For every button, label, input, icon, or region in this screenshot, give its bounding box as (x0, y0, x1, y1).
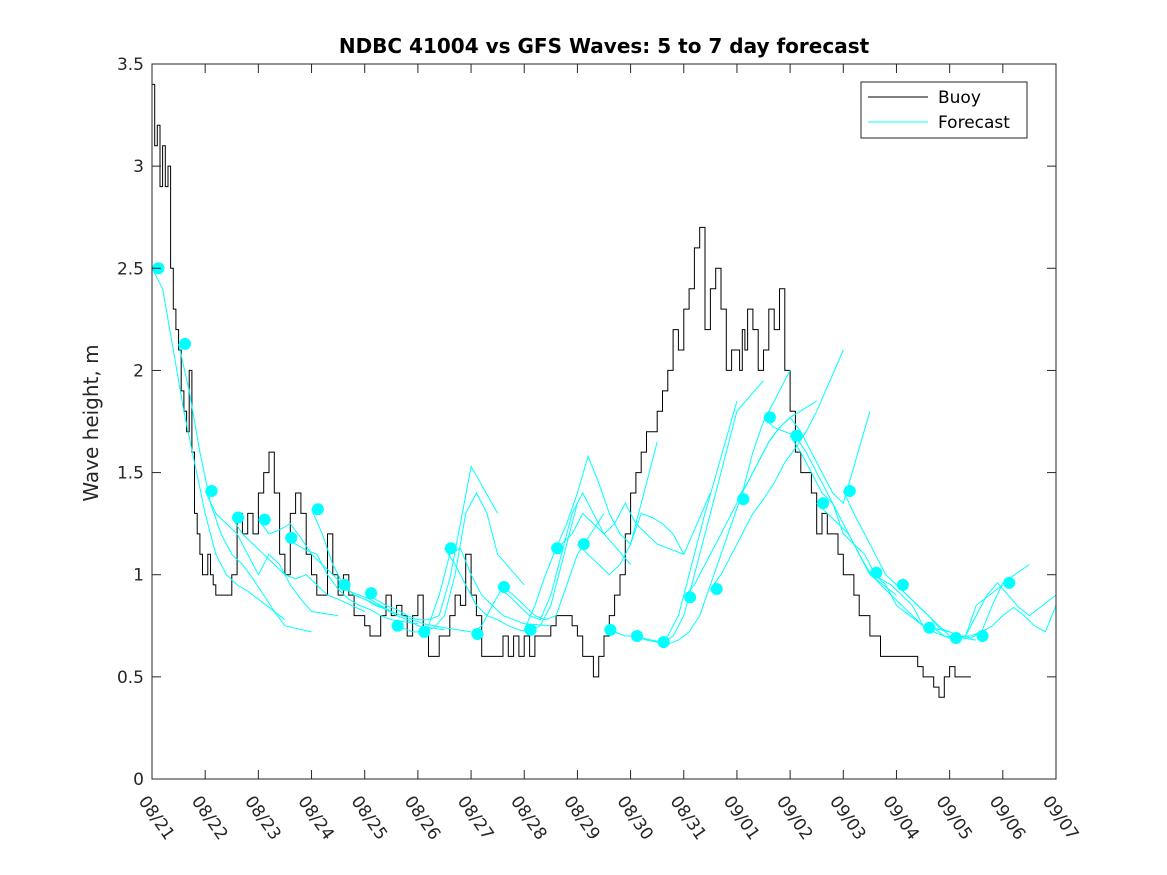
x-tick-label: 09/04 (878, 792, 922, 844)
forecast-run-16 (550, 502, 684, 555)
forecast-marker (1003, 576, 1016, 589)
forecast-marker (391, 619, 404, 632)
forecast-marker (551, 542, 564, 555)
x-tick-label: 08/22 (187, 792, 231, 844)
y-tick-label: 0.5 (117, 668, 144, 688)
forecast-marker (577, 538, 590, 551)
forecast-run-26 (816, 502, 950, 633)
chart-title: NDBC 41004 vs GFS Waves: 5 to 7 day fore… (339, 34, 870, 58)
y-tick-label: 0 (133, 770, 144, 790)
forecast-marker (471, 628, 484, 640)
forecast-marker (790, 429, 803, 442)
x-tick-label: 08/21 (134, 792, 178, 844)
forecast-marker (232, 511, 245, 524)
y-tick-label: 1.5 (117, 464, 144, 484)
x-tick-label: 08/26 (400, 792, 444, 844)
x-tick-label: 08/24 (293, 792, 337, 844)
x-tick-label: 08/31 (666, 792, 710, 844)
forecast-marker (870, 566, 883, 579)
forecast-run-13 (470, 513, 605, 635)
forecast-marker (896, 578, 909, 591)
x-tick-label: 08/29 (559, 792, 603, 844)
forecast-marker (763, 411, 776, 424)
legend-box (860, 81, 1028, 139)
y-tick-label: 1 (133, 566, 144, 586)
y-axis-label: Wave height, m (79, 344, 103, 501)
forecast-marker (817, 497, 830, 510)
x-tick-label: 09/01 (719, 792, 763, 844)
plot-area (152, 64, 1056, 779)
forecast-run-22 (709, 349, 844, 590)
forecast-run-4 (231, 517, 365, 612)
forecast-run-30 (922, 582, 1057, 639)
legend-label-forecast: Forecast (938, 113, 1010, 133)
x-tick-label: 08/30 (612, 792, 656, 844)
forecast-marker (258, 513, 271, 526)
forecast-run-14 (497, 491, 631, 621)
forecast-run-2 (178, 343, 312, 633)
x-tick-label: 09/05 (932, 792, 976, 844)
legend: Buoy Forecast (860, 81, 1028, 139)
forecast-run-23 (736, 411, 871, 505)
buoy-line (152, 83, 971, 698)
forecast-marker (524, 623, 537, 636)
x-tick-label: 09/02 (772, 792, 816, 844)
forecast-marker (684, 591, 697, 604)
forecast-run-11 (417, 547, 551, 633)
forecast-series (151, 268, 1057, 645)
x-tick-label: 09/06 (985, 792, 1029, 844)
buoy-series (152, 83, 971, 698)
forecast-marker (285, 531, 298, 544)
forecast-run-9 (364, 464, 499, 621)
forecast-marker (179, 337, 191, 350)
x-tick-label: 09/03 (825, 792, 869, 844)
forecast-marker (631, 630, 643, 642)
forecast-marker (205, 485, 218, 497)
y-tick-label: 2 (133, 361, 144, 381)
forecast-run-3 (204, 490, 339, 617)
forecast-marker (737, 493, 750, 506)
x-tick-label: 08/27 (453, 792, 497, 844)
y-tick-label: 3.5 (117, 55, 144, 75)
forecast-marker (976, 630, 989, 642)
x-tick-label: 08/23 (240, 792, 284, 844)
forecast-marker (710, 583, 723, 595)
legend-label-buoy: Buoy (938, 88, 981, 108)
forecast-marker (657, 636, 670, 649)
x-tick-label: 08/25 (347, 792, 391, 844)
forecast-markers (152, 262, 1016, 649)
forecast-run-12 (444, 503, 578, 633)
forecast-marker (923, 621, 936, 634)
y-tick-label: 2.5 (117, 259, 144, 279)
forecast-run-6 (284, 537, 418, 625)
forecast-marker (843, 485, 856, 497)
forecast-marker (604, 623, 617, 636)
x-tick-label: 08/28 (506, 792, 550, 844)
forecast-run-7 (311, 509, 445, 631)
forecast-marker (418, 625, 431, 638)
forecast-run-10 (391, 491, 525, 633)
forecast-run-25 (789, 435, 924, 627)
x-tick-label: 09/07 (1038, 792, 1082, 844)
forecast-marker (365, 587, 378, 600)
forecast-run-31 (949, 605, 1057, 639)
forecast-run-15 (523, 441, 658, 631)
forecast-run-17 (577, 492, 711, 576)
forecast-marker (311, 503, 324, 516)
y-tick-label: 3 (133, 157, 144, 177)
forecast-marker (950, 632, 962, 644)
forecast-marker (444, 542, 457, 555)
axes-box (151, 63, 1057, 780)
forecast-run-1 (151, 268, 286, 621)
forecast-marker (498, 581, 510, 593)
forecast-marker (338, 578, 351, 591)
forecast-run-20 (657, 370, 791, 645)
